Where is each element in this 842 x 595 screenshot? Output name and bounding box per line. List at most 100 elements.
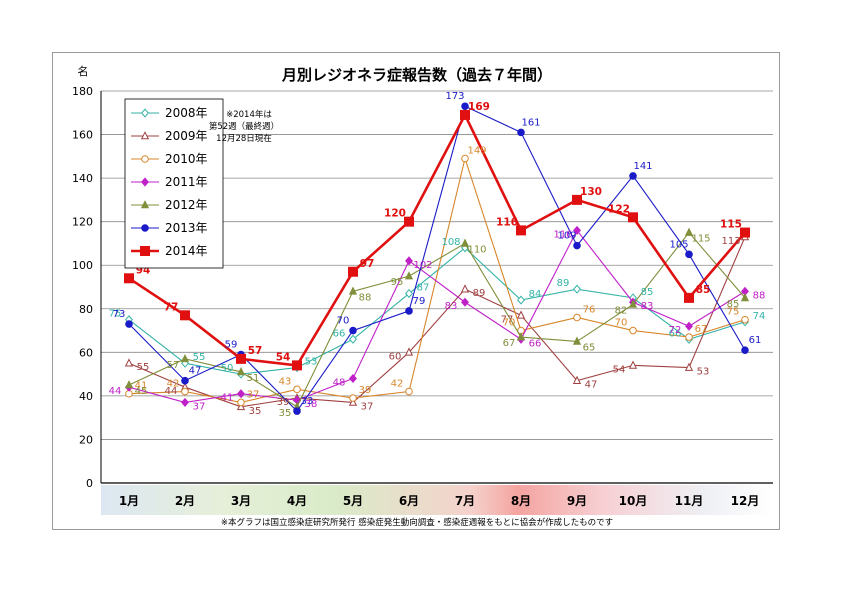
chart-svg: 月別レジオネラ症報告数（過去７年間） 名 0 20 40 60 80 100 120 140 1… — [72, 64, 773, 528]
x-tick-label: 7月 — [455, 494, 475, 508]
legend-entry: 2012年 — [131, 198, 208, 212]
note-line-2: 第52週（最終週） — [209, 121, 279, 132]
data-point — [685, 250, 693, 259]
data-point — [292, 360, 302, 371]
data-label: 83 — [641, 301, 654, 312]
data-label: 57 — [167, 360, 180, 371]
data-point — [405, 288, 413, 299]
data-point — [140, 246, 150, 256]
series-2014年 — [124, 109, 750, 371]
data-label: 85 — [727, 299, 740, 310]
data-point — [572, 336, 582, 345]
data-point — [141, 224, 149, 232]
data-point — [348, 266, 358, 277]
data-label: 41 — [221, 393, 234, 404]
data-point — [573, 284, 581, 294]
data-point — [141, 155, 149, 163]
data-label: 116 — [553, 229, 572, 240]
data-point — [573, 241, 581, 250]
data-label: 79 — [413, 296, 426, 307]
y-tick-label: 160 — [72, 129, 93, 142]
data-point — [685, 333, 693, 341]
data-point — [293, 385, 301, 394]
data-point — [140, 200, 150, 209]
series-line — [128, 231, 746, 408]
data-label: 161 — [521, 117, 540, 128]
data-point — [685, 321, 693, 331]
legend-label: 2010年 — [165, 152, 208, 166]
data-point — [629, 172, 637, 180]
data-point — [140, 131, 150, 140]
y-tick-labels: 0 20 40 60 80 100 120 140 160 180 — [72, 85, 93, 490]
data-label: 95 — [391, 277, 404, 288]
series-line — [128, 105, 746, 412]
data-label: 57 — [248, 345, 263, 357]
data-point — [516, 332, 526, 341]
data-point — [125, 320, 133, 328]
y-tick-label: 140 — [72, 172, 93, 185]
legend-entry: 2009年 — [131, 129, 208, 143]
data-label: 54 — [276, 351, 291, 363]
data-label: 76 — [583, 304, 596, 315]
legend: 2008年 2009年 2010年 2011年 2012年 2013年 2014年 — [124, 98, 224, 269]
data-point — [573, 313, 581, 322]
data-label: 74 — [753, 311, 766, 322]
data-point — [349, 373, 357, 384]
data-point — [349, 326, 357, 335]
data-label: 43 — [279, 376, 292, 387]
data-label: 33 — [301, 396, 314, 407]
data-point — [404, 347, 414, 356]
footnote: ※本グラフは国立感染症研究所発行 感染症発生動向調査・感染症週報をもとに協会が作… — [221, 517, 613, 528]
data-label: 48 — [333, 377, 346, 388]
y-tick-label: 0 — [86, 477, 93, 490]
data-point — [629, 326, 637, 335]
data-point — [460, 238, 470, 247]
data-label: 53 — [697, 367, 710, 378]
series-2010年 — [125, 154, 749, 407]
data-point — [573, 225, 581, 235]
data-point — [236, 367, 246, 376]
data-label: 149 — [467, 146, 486, 157]
y-tick-label: 100 — [72, 259, 93, 272]
legend-box — [124, 98, 224, 269]
data-label: 108 — [441, 237, 460, 248]
legend-entry: 2014年 — [131, 244, 208, 258]
series-line — [128, 229, 746, 403]
data-label: 116 — [496, 216, 518, 228]
data-label: 109 — [557, 231, 576, 242]
data-label: 77 — [164, 301, 179, 313]
data-label: 73 — [113, 309, 126, 320]
data-label: 84 — [529, 289, 542, 300]
data-point — [181, 397, 189, 407]
y-tick-label: 40 — [79, 390, 93, 403]
data-label: 39 — [277, 397, 290, 408]
data-label: 66 — [333, 328, 346, 339]
data-label: 75 — [109, 309, 122, 320]
legend-label: 2014年 — [165, 244, 208, 258]
data-point — [293, 407, 301, 415]
x-tick-label: 9月 — [567, 494, 587, 508]
series-lines — [124, 102, 750, 415]
data-point — [405, 256, 413, 266]
data-label: 66 — [529, 338, 542, 349]
data-point — [461, 297, 469, 307]
x-tick-label: 3月 — [231, 494, 251, 508]
legend-entry: 2010年 — [131, 152, 208, 166]
data-point — [460, 284, 470, 293]
data-point — [236, 353, 246, 364]
data-point — [180, 353, 190, 363]
data-point — [181, 387, 189, 396]
data-point — [124, 273, 134, 284]
data-point — [404, 271, 414, 280]
x-tick-label: 12月 — [731, 494, 760, 508]
data-point — [124, 380, 134, 389]
data-label: 61 — [749, 335, 762, 346]
legend-label: 2012年 — [165, 198, 208, 212]
data-label: 37 — [247, 389, 260, 400]
series-line — [128, 247, 746, 375]
data-label: 120 — [384, 208, 406, 220]
data-point — [348, 286, 358, 295]
data-label: 173 — [445, 91, 464, 102]
data-label: 47 — [189, 366, 202, 377]
data-label: 44 — [165, 386, 178, 397]
